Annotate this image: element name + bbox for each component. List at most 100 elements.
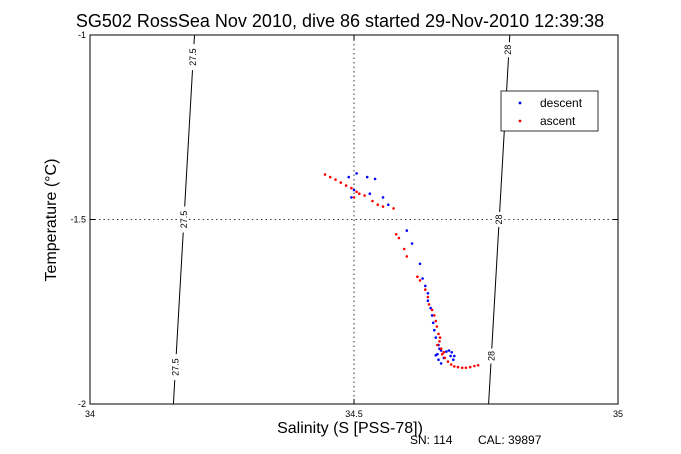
ascent-point — [339, 181, 343, 184]
ascent-point — [397, 236, 401, 240]
contour-label-background — [503, 42, 514, 58]
ascent-point — [334, 178, 337, 181]
ascent-point — [355, 190, 358, 194]
axis-ticks: 34 34.5 35 -1 -1.5 -2 — [70, 30, 623, 419]
x-tick-label: 34.5 — [345, 409, 363, 419]
x-tick-label: 35 — [613, 409, 623, 419]
contour-label-background — [486, 348, 497, 364]
descent-point — [437, 358, 440, 362]
descent-point — [429, 306, 432, 310]
ascent-point — [434, 319, 438, 323]
legend-label-ascent: ascent — [540, 114, 576, 128]
ascent-point — [433, 314, 436, 317]
descent-point — [430, 314, 434, 317]
data-points — [323, 172, 480, 370]
ascent-point — [344, 184, 348, 187]
contour-label: 28 — [486, 351, 496, 361]
chart-title: SG502 RossSea Nov 2010, dive 86 started … — [76, 11, 604, 31]
ascent-point — [476, 364, 480, 367]
ascent-point — [392, 207, 395, 210]
ascent-point — [442, 351, 446, 354]
descent-point — [450, 351, 454, 354]
descent-point — [434, 354, 438, 357]
descent-point — [347, 175, 351, 179]
descent-point — [424, 284, 427, 288]
legend: descent ascent — [500, 90, 599, 132]
descent-point — [439, 349, 443, 352]
legend-marker-descent — [518, 101, 522, 105]
ascent-point — [430, 308, 434, 312]
descent-point — [421, 277, 424, 280]
contour-label-background — [170, 354, 181, 381]
descent-point — [352, 188, 356, 192]
contour-label: 28 — [494, 214, 504, 224]
descent-point — [381, 196, 385, 199]
descent-point — [445, 350, 448, 353]
ascent-point — [424, 288, 427, 291]
descent-point — [447, 349, 451, 352]
ascent-point — [438, 336, 442, 339]
ascent-point — [473, 364, 476, 368]
contour-label: 28 — [503, 45, 513, 55]
descent-point — [368, 192, 372, 195]
ascent-point — [363, 194, 366, 197]
ascent-point — [352, 196, 356, 199]
ascent-point — [402, 247, 406, 251]
descent-point — [410, 242, 414, 245]
ascent-point — [437, 332, 440, 336]
ascent-point — [405, 255, 409, 258]
descent-point — [350, 196, 353, 199]
contour-label-background — [494, 212, 505, 227]
legend-marker-ascent — [518, 119, 522, 123]
descent-point — [426, 292, 430, 295]
contour-label-background — [187, 44, 198, 71]
legend-label-descent: descent — [540, 96, 583, 110]
contour-label-background — [178, 206, 189, 233]
ascent-point — [427, 303, 431, 306]
y-tick-label: -2 — [78, 399, 86, 409]
descent-point — [355, 172, 358, 175]
descent-point — [373, 177, 377, 181]
ascent-point — [464, 366, 468, 370]
contour-label: 27.5 — [171, 358, 181, 376]
ascent-point — [438, 340, 441, 343]
descent-point — [418, 262, 422, 266]
ascent-point — [328, 175, 332, 179]
descent-point — [453, 354, 456, 358]
ascent-point — [468, 365, 472, 369]
descent-point — [405, 229, 409, 232]
ascent-point — [460, 366, 464, 370]
x-axis-label: Salinity (S [PSS-78]) — [277, 420, 423, 437]
descent-point — [434, 336, 438, 339]
ascent-point — [426, 295, 430, 299]
legend-box — [500, 90, 599, 132]
footer-serial-number: SN: 114 — [410, 433, 453, 447]
ascent-point — [416, 275, 419, 279]
ascent-point — [449, 363, 453, 366]
contour-label: 27.5 — [188, 48, 198, 66]
ascent-point — [435, 325, 439, 328]
descent-point — [439, 362, 443, 365]
ascent-point — [381, 205, 385, 208]
y-tick-label: -1.5 — [70, 215, 86, 225]
descent-point — [452, 358, 455, 362]
descent-point — [387, 203, 390, 206]
y-axis-label: Temperature (°C) — [43, 159, 60, 282]
ascent-point — [350, 186, 353, 190]
descent-point — [449, 354, 452, 358]
descent-point — [426, 299, 430, 303]
ascent-point — [440, 352, 444, 356]
ascent-point — [446, 360, 450, 363]
descent-point — [431, 321, 435, 325]
ascent-point — [418, 279, 422, 282]
ascent-point — [371, 199, 374, 203]
footer-calibration: CAL: 39897 — [478, 433, 542, 447]
descent-point — [433, 328, 436, 332]
y-tick-label: -1 — [78, 30, 86, 40]
descent-point — [365, 175, 369, 179]
ascent-point — [358, 192, 361, 195]
ascent-point — [453, 365, 456, 368]
ascent-point — [456, 365, 460, 369]
ascent-point — [436, 343, 439, 347]
